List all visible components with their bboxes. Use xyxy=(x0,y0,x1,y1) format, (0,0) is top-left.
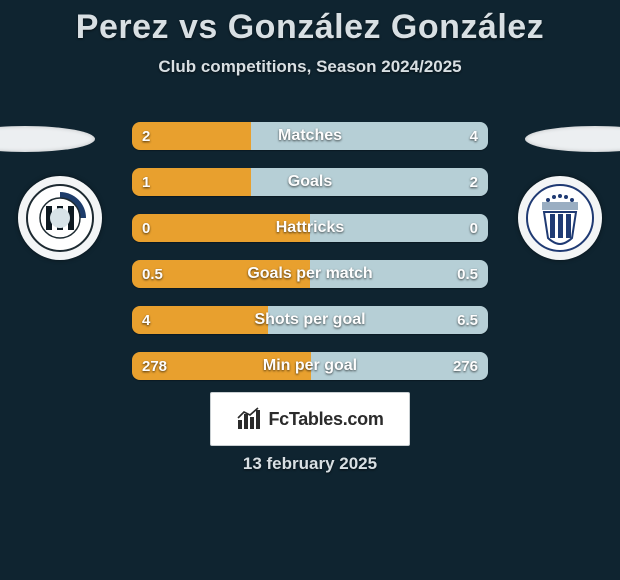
bar-metric-label: Goals per match xyxy=(132,260,488,288)
podium-oval-left xyxy=(0,126,95,152)
comparison-bars: 2Matches41Goals20Hattricks00.5Goals per … xyxy=(132,122,488,398)
bar-value-right: 276 xyxy=(453,352,478,380)
bar-value-right: 0.5 xyxy=(457,260,478,288)
team-badge-right xyxy=(518,176,602,260)
date: 13 february 2025 xyxy=(0,454,620,474)
bar-metric-label: Matches xyxy=(132,122,488,150)
bar-value-right: 4 xyxy=(470,122,478,150)
team-badge-left xyxy=(18,176,102,260)
bar-value-right: 2 xyxy=(470,168,478,196)
bar-row: 278Min per goal276 xyxy=(132,352,488,380)
pachuca-crest-icon xyxy=(524,182,596,254)
bar-metric-label: Min per goal xyxy=(132,352,488,380)
bar-row: 0.5Goals per match0.5 xyxy=(132,260,488,288)
watermark: FcTables.com xyxy=(210,392,410,446)
bar-row: 2Matches4 xyxy=(132,122,488,150)
bar-metric-label: Shots per goal xyxy=(132,306,488,334)
podium-oval-right xyxy=(525,126,620,152)
bar-metric-label: Hattricks xyxy=(132,214,488,242)
subtitle: Club competitions, Season 2024/2025 xyxy=(0,57,620,77)
bar-value-right: 6.5 xyxy=(457,306,478,334)
queretaro-crest-icon xyxy=(24,182,96,254)
bar-metric-label: Goals xyxy=(132,168,488,196)
page-title: Perez vs González González xyxy=(0,0,620,47)
bar-value-right: 0 xyxy=(470,214,478,242)
bar-chart-icon xyxy=(236,406,262,432)
watermark-label: FcTables.com xyxy=(268,409,383,430)
bar-row: 0Hattricks0 xyxy=(132,214,488,242)
bar-row: 4Shots per goal6.5 xyxy=(132,306,488,334)
bar-row: 1Goals2 xyxy=(132,168,488,196)
